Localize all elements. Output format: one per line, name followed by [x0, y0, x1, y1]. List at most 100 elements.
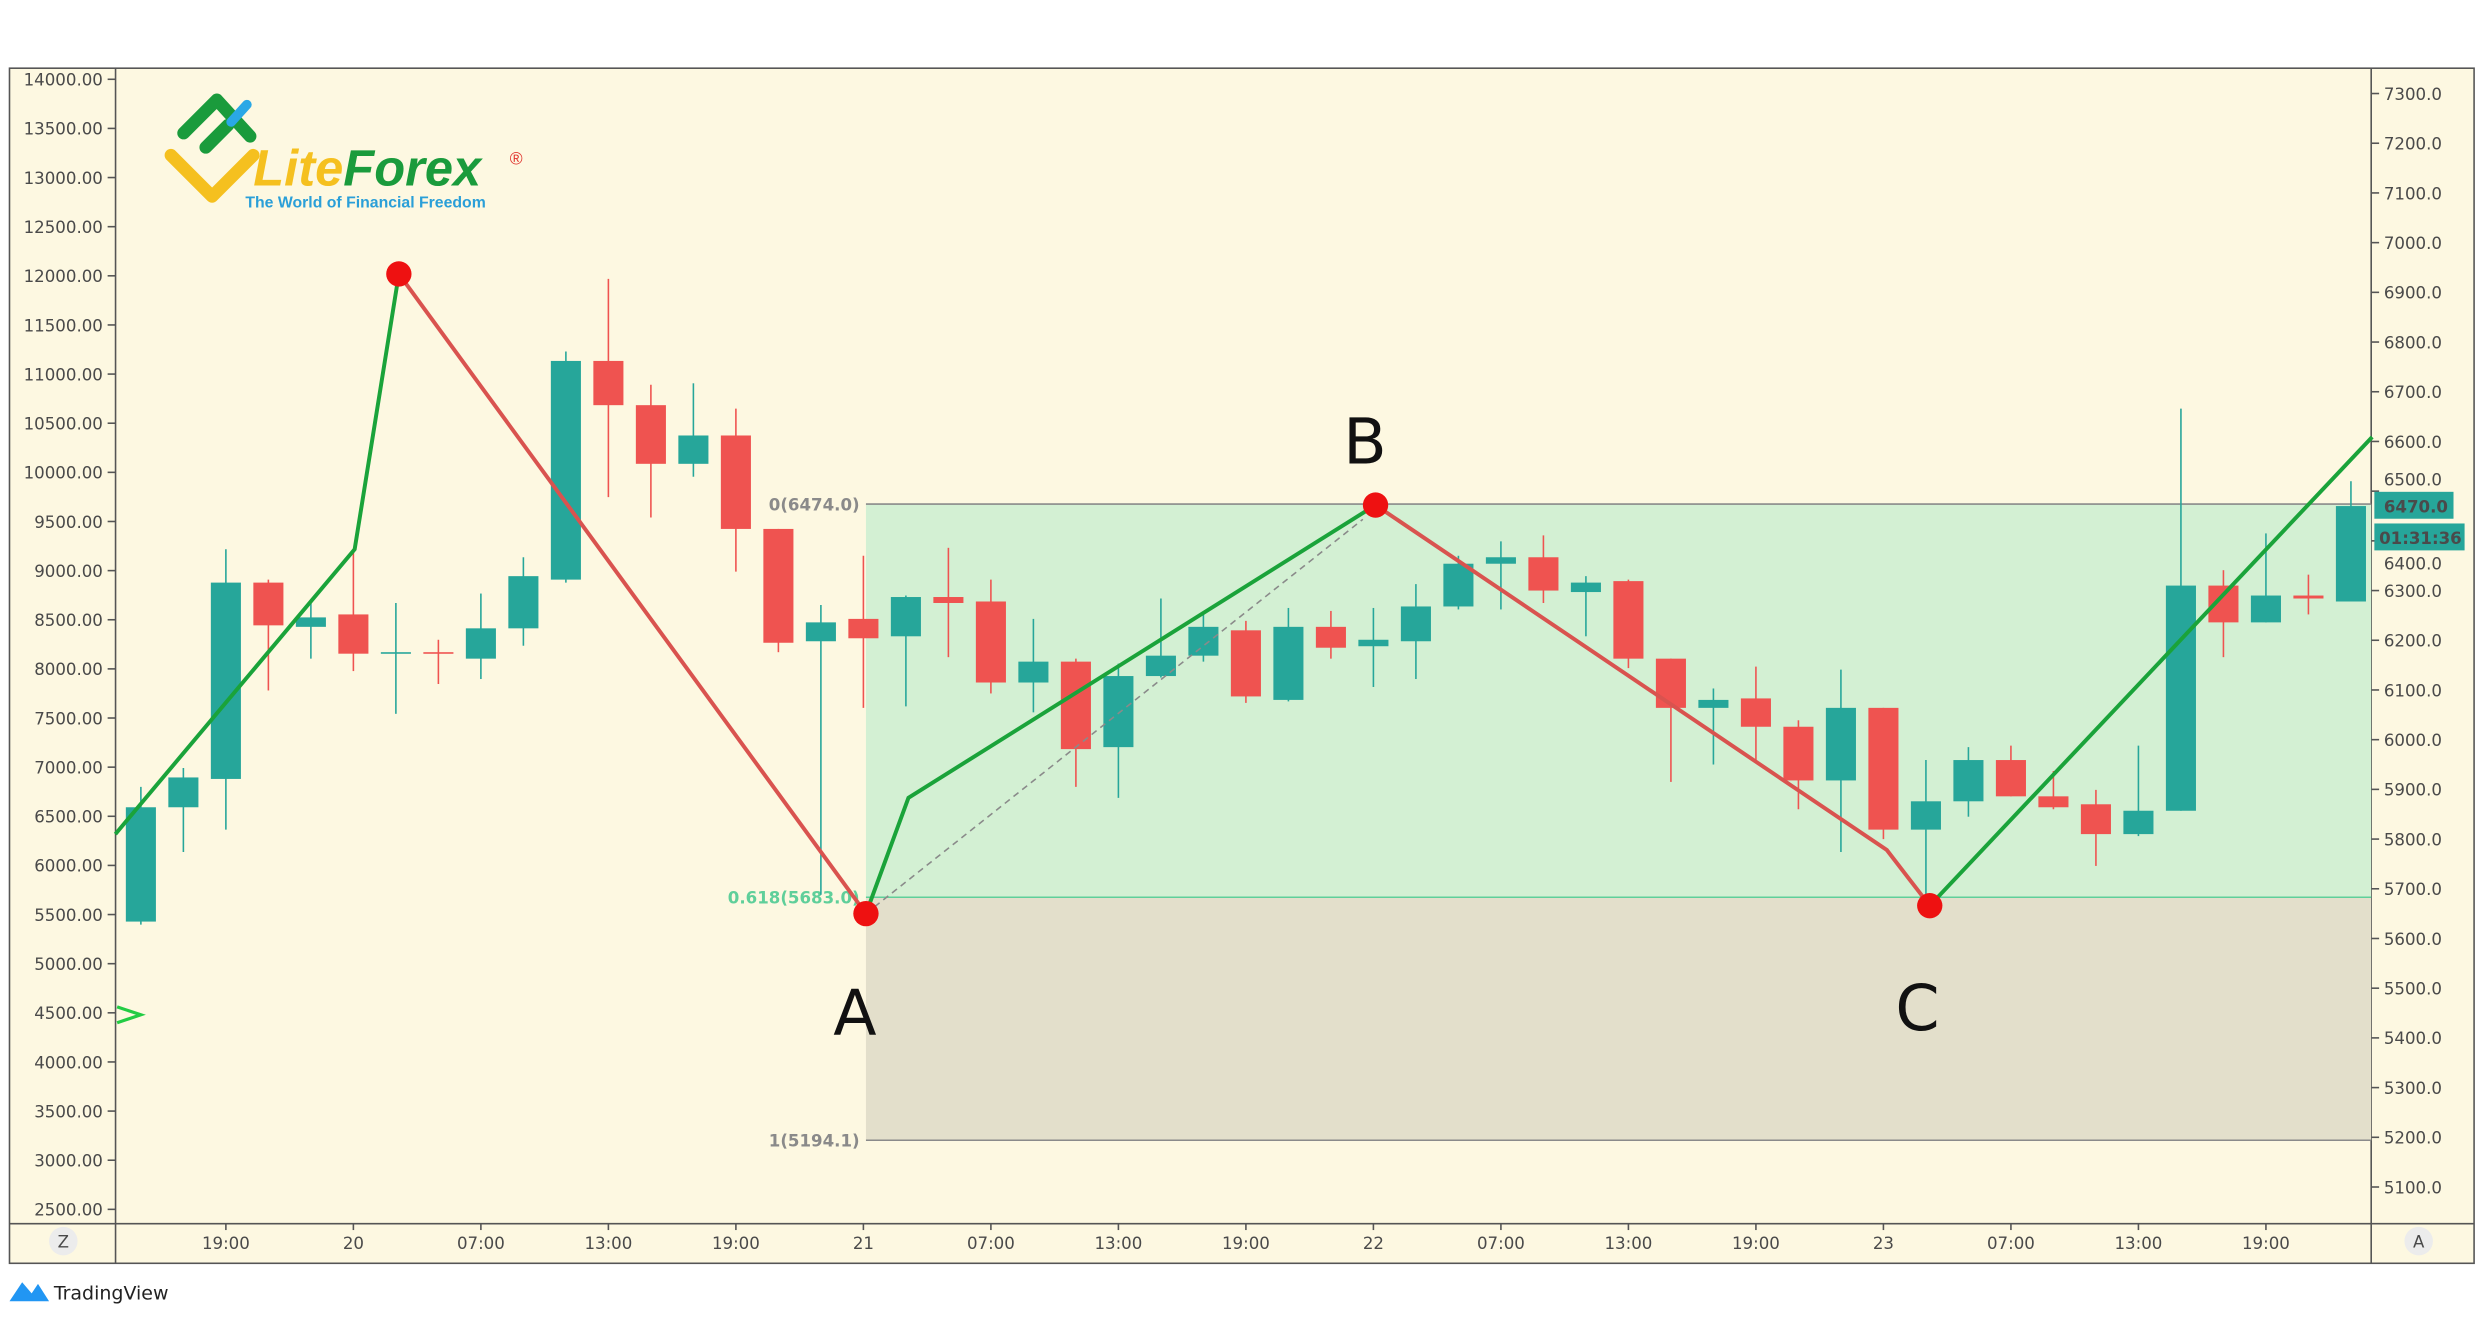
- fib-trend-line[interactable]: [865, 518, 1364, 915]
- candles: [125, 278, 2366, 925]
- log-scale-label: Z: [58, 1232, 69, 1251]
- abc-wave-drawing[interactable]: A B C: [113, 261, 2374, 1050]
- wave-label-a: A: [833, 976, 876, 1050]
- right-axis-label: 7300.0: [2384, 85, 2442, 104]
- left-axis-label: 12000.00: [24, 267, 103, 286]
- fib-zone-upper: [865, 504, 2372, 898]
- right-axis-label: 7200.0: [2384, 135, 2442, 154]
- pivot-point[interactable]: [1917, 893, 1943, 919]
- left-axis-label: 7500.00: [34, 709, 103, 728]
- right-axis-label: 5800.0: [2384, 830, 2442, 849]
- candle-up: [1103, 676, 1134, 748]
- candle-down: [763, 528, 794, 643]
- candle-up: [1570, 582, 1601, 593]
- left-axis-label: 13000.00: [24, 169, 103, 188]
- candle-up: [1825, 707, 1856, 781]
- wave-label-b: B: [1343, 405, 1386, 479]
- wave-line-up[interactable]: [1928, 435, 2374, 908]
- left-price-axis[interactable]: 14000.00 13500.00 13000.00 12500.00 12000.00…: [24, 71, 116, 1220]
- left-axis-label: 9000.00: [34, 562, 103, 581]
- right-axis-label: 6500.0: [2384, 470, 2442, 489]
- wave-line-up[interactable]: [864, 503, 1377, 915]
- left-axis-label: 8000.00: [34, 660, 103, 679]
- logo-registered: ®: [510, 149, 523, 169]
- candle-up: [1910, 801, 1941, 830]
- left-axis-label: 4000.00: [34, 1053, 103, 1072]
- time-axis-label: 13:00: [1094, 1234, 1142, 1253]
- candle-down: [933, 597, 964, 603]
- arrow-marker-icon: [116, 1005, 146, 1025]
- left-axis-label: 14000.00: [24, 71, 103, 90]
- left-axis-label: 2500.00: [34, 1201, 103, 1220]
- logo-lite: Lite: [253, 139, 343, 196]
- candle-down: [1655, 658, 1686, 708]
- candle-up: [678, 435, 709, 464]
- time-axis-label: 19:00: [202, 1234, 250, 1253]
- pivot-point[interactable]: [1362, 492, 1389, 518]
- time-axis[interactable]: 19:00 20 07:00 13:00 19:00 21 07:00 13:00 19:00 2…: [202, 1223, 2290, 1253]
- time-axis-label: 19:00: [712, 1234, 760, 1253]
- right-axis-label: 6700.0: [2384, 383, 2442, 402]
- time-axis-label: 22: [1363, 1234, 1384, 1253]
- candle-up: [1698, 699, 1729, 708]
- right-axis-label: 6900.0: [2384, 284, 2442, 303]
- wave-line-down[interactable]: [1374, 503, 1932, 907]
- candle-down: [848, 618, 879, 639]
- candle-up: [1953, 760, 1984, 802]
- right-axis-label: 5500.0: [2384, 980, 2442, 999]
- left-axis-label: 11500.00: [24, 316, 103, 335]
- candle-up: [168, 777, 199, 808]
- candle-up: [2165, 585, 2196, 811]
- candle-down: [1060, 661, 1091, 750]
- right-axis-label: 5400.0: [2384, 1029, 2442, 1048]
- right-axis-label: 6800.0: [2384, 333, 2442, 352]
- candle-up: [1145, 655, 1176, 677]
- pivot-point[interactable]: [853, 900, 879, 927]
- candle-up: [805, 622, 836, 642]
- time-axis-label: 19:00: [1222, 1234, 1270, 1253]
- candle-down: [1868, 707, 1899, 830]
- tradingview-label: TradingView: [53, 1283, 169, 1305]
- left-axis-label: 12500.00: [24, 218, 103, 237]
- fibonacci-retracement[interactable]: 0(6474.0) 0.618(5683.0) 1(5194.1): [728, 495, 2372, 1151]
- candle-down: [720, 435, 751, 529]
- pivot-point[interactable]: [386, 261, 412, 287]
- tradingview-logo[interactable]: TradingView: [9, 1282, 169, 1305]
- log-scale-button[interactable]: Z: [49, 1226, 78, 1256]
- right-price-axis[interactable]: 7300.0 7200.0 7100.0 7000.0 6900.0 6800.0 6700…: [2371, 85, 2465, 1197]
- candle-up: [1443, 563, 1474, 607]
- candle-up: [380, 652, 411, 654]
- right-axis-label: 6000.0: [2384, 731, 2442, 750]
- fib-level-label: 0(6474.0): [769, 495, 860, 514]
- candle-up: [550, 360, 581, 580]
- candle-down: [975, 601, 1006, 683]
- candle-down: [253, 582, 284, 626]
- right-axis-label: 6100.0: [2384, 681, 2442, 700]
- countdown-label: 01:31:36: [2379, 529, 2462, 548]
- candle-up: [1018, 661, 1049, 683]
- candle-up: [2123, 810, 2154, 835]
- last-price-label: 6470.0: [2384, 497, 2448, 516]
- fib-zone-lower: [865, 897, 2372, 1141]
- right-axis-label: 6400.0: [2384, 554, 2442, 573]
- candle-down: [2293, 595, 2324, 599]
- candle-down: [1783, 726, 1814, 781]
- time-axis-label: 07:00: [1987, 1234, 2035, 1253]
- left-axis-label: 6000.00: [34, 857, 103, 876]
- auto-scale-button[interactable]: A: [2404, 1226, 2433, 1256]
- candle-up: [508, 576, 539, 629]
- wave-line-down[interactable]: [397, 272, 868, 915]
- liteforex-logo-mark: [164, 93, 260, 203]
- time-axis-label: 19:00: [1732, 1234, 1780, 1253]
- right-axis-label: 7100.0: [2384, 184, 2442, 203]
- candle-up: [295, 617, 326, 627]
- time-axis-label: 13:00: [1604, 1234, 1652, 1253]
- wave-line-up[interactable]: [113, 273, 401, 836]
- right-axis-label: 5300.0: [2384, 1079, 2442, 1098]
- candle-up: [2250, 595, 2281, 623]
- fib-level-label: 1(5194.1): [769, 1132, 860, 1151]
- left-axis-label: 3000.00: [34, 1152, 103, 1171]
- tradingview-cloud-icon: [9, 1282, 50, 1302]
- time-axis-label: 07:00: [457, 1234, 505, 1253]
